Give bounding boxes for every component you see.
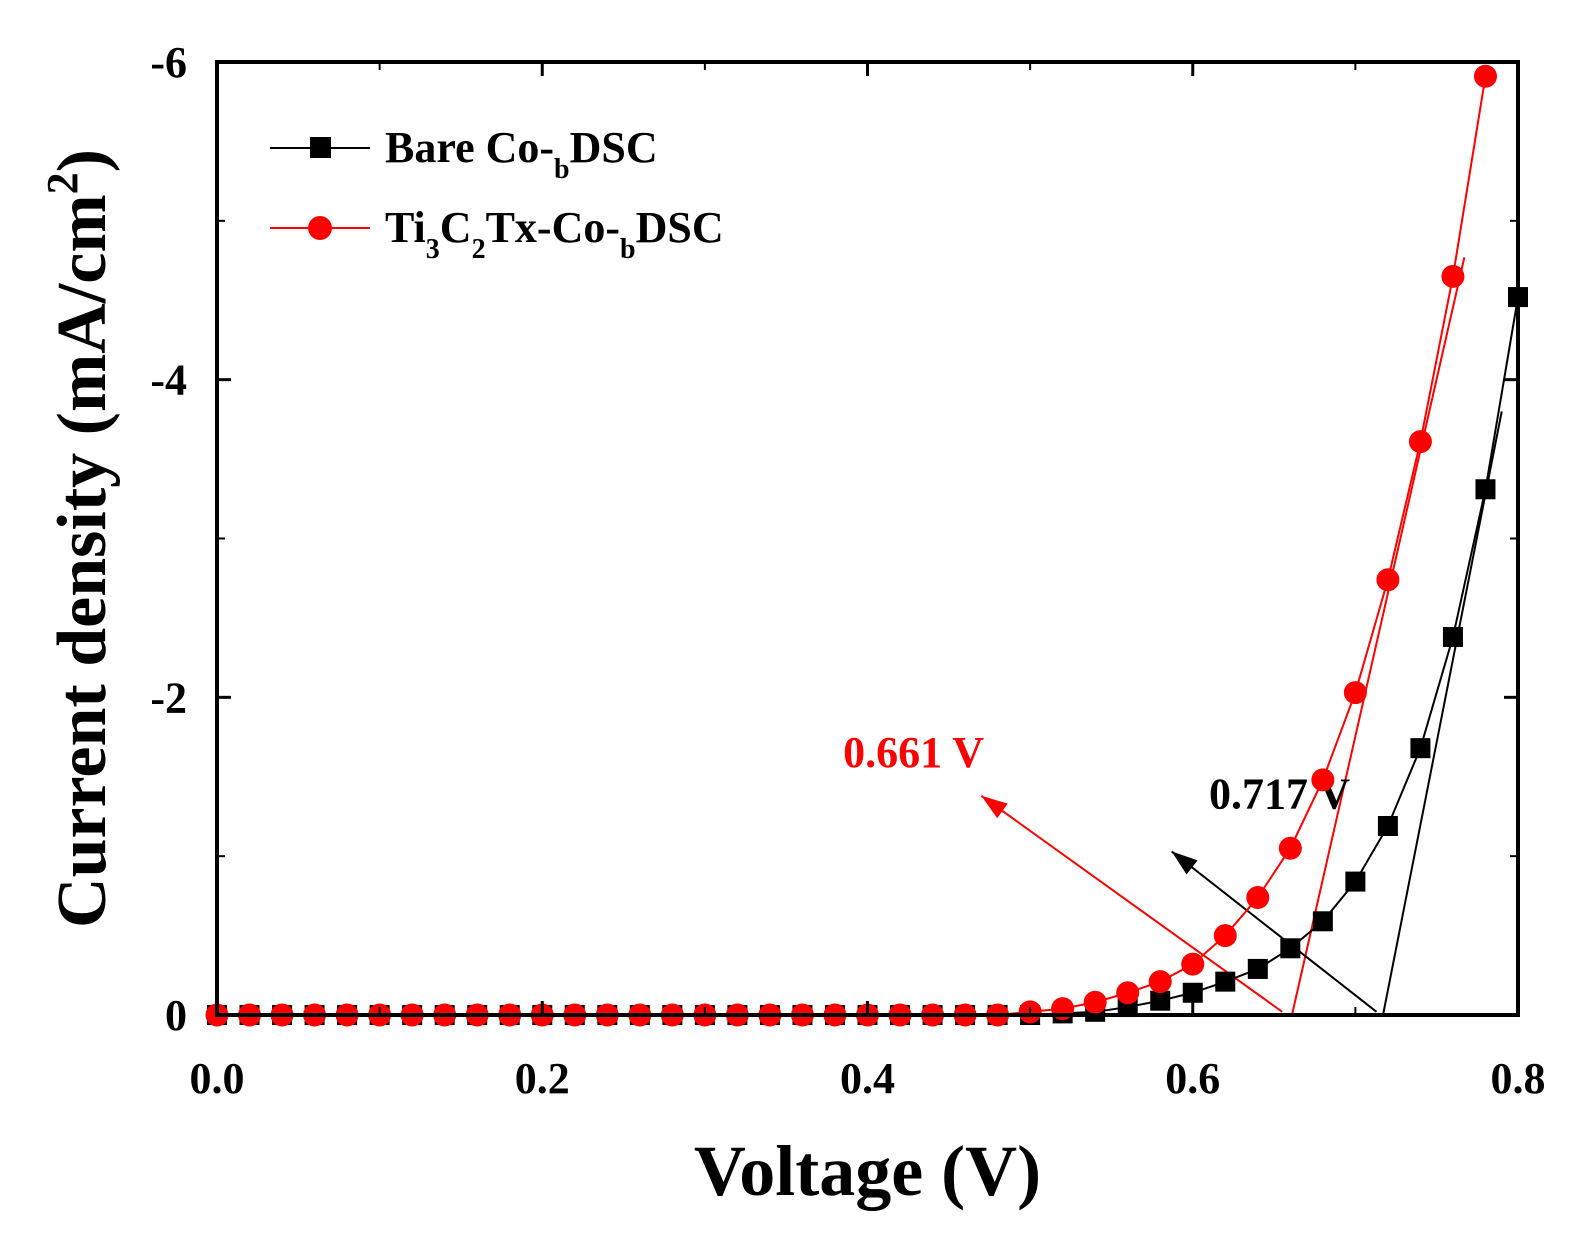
data-point-circle	[1083, 990, 1107, 1014]
data-point-square	[1475, 479, 1496, 500]
legend-bare-sub: b	[554, 154, 570, 185]
annotations: 0.661 V0.717 V	[843, 728, 1378, 1013]
legend-marker-square	[310, 137, 331, 158]
legend-ti-part-1: Ti	[385, 203, 426, 252]
legend-label-ti3c2tx: Ti3C2Tx-Co-bDSC	[385, 203, 724, 265]
legend-ti-part-2: C	[440, 203, 472, 252]
axes: 0.0 0.2 0.4 0.6 0.8 0 -2 -4 -6	[150, 38, 1545, 1103]
annotation-arrow-head	[1171, 851, 1198, 875]
data-point-circle	[1343, 681, 1367, 705]
data-point-square	[1442, 626, 1463, 647]
data-point-circle	[1311, 768, 1335, 792]
annotation-label: 0.661 V	[843, 728, 984, 777]
data-point-circle	[1376, 568, 1400, 592]
legend: Bare Co-bDSC Ti3C2Tx-Co-bDSC	[270, 123, 724, 265]
legend-ti-part-4: DSC	[636, 203, 724, 252]
data-point-square	[1377, 815, 1398, 836]
data-point-circle	[1148, 970, 1172, 994]
x-tick-label: 0.8	[1491, 1054, 1546, 1103]
data-point-square	[1247, 958, 1268, 979]
annotation-arrow-line	[1170, 850, 1378, 1013]
y-axis-title-close: )	[44, 149, 121, 172]
legend-ti-part-3: Tx-Co-	[486, 203, 620, 252]
data-point-square	[1182, 982, 1203, 1003]
legend-bare-part-1: Bare Co-	[385, 123, 554, 172]
y-axis-title-superscript: 2	[38, 172, 87, 194]
legend-ti-sub-2: 2	[472, 234, 486, 265]
y-axis-title: Current density (mA/cm2)	[38, 149, 121, 928]
data-point-circle	[1181, 952, 1205, 976]
x-tick-label: 0.2	[515, 1054, 570, 1103]
data-point-circle	[1213, 924, 1237, 948]
y-axis-title-main: Current density (mA/cm	[44, 194, 121, 928]
series-line	[217, 296, 1519, 1016]
x-tick-label: 0.6	[1165, 1054, 1220, 1103]
data-point-square	[1280, 938, 1301, 959]
data-point-circle	[1246, 885, 1270, 909]
y-tick-label: 0	[165, 991, 187, 1040]
data-point-square	[1312, 911, 1333, 932]
data-point-square	[1150, 990, 1171, 1011]
y-tick-label: -6	[150, 38, 187, 87]
legend-marker-circle	[308, 216, 332, 240]
data-point-square	[1215, 971, 1236, 992]
data-point-square	[1345, 871, 1366, 892]
legend-ti-sub-3: 3	[426, 234, 440, 265]
legend-ti-sub-b: b	[620, 234, 636, 265]
data-point-square	[1410, 738, 1431, 759]
tangent-line	[1382, 411, 1503, 1016]
tangent-line	[1290, 257, 1466, 1016]
x-tick-label: 0.0	[190, 1054, 245, 1103]
legend-label-bare: Bare Co-bDSC	[385, 123, 658, 185]
data-point-circle	[1441, 264, 1465, 288]
x-tick-label: 0.4	[840, 1054, 895, 1103]
y-tick-label: -2	[150, 673, 187, 722]
data-point-circle	[1278, 836, 1302, 860]
data-point-circle	[1408, 430, 1432, 454]
y-tick-label: -4	[150, 356, 187, 405]
data-point-circle	[1116, 981, 1140, 1005]
data-point-circle	[1473, 64, 1497, 88]
x-axis-title: Voltage (V)	[694, 1131, 1041, 1211]
annotation-arrow-head	[981, 795, 1008, 819]
tangent-lines	[1290, 257, 1503, 1016]
legend-bare-part-2: DSC	[570, 123, 658, 172]
